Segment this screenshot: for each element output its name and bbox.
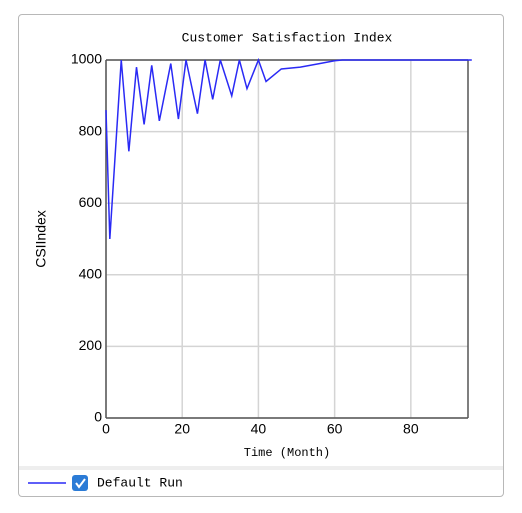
y-tick-label: 600 <box>79 194 103 210</box>
legend-label: Default Run <box>97 475 183 490</box>
x-tick-label: 60 <box>327 421 343 437</box>
x-tick-label: 80 <box>403 421 419 437</box>
checkmark <box>75 478 86 489</box>
y-tick-label: 800 <box>79 122 103 138</box>
x-axis-label: Time (Month) <box>244 446 330 460</box>
series-line <box>105 57 472 240</box>
plot-area <box>105 57 472 419</box>
x-tick-label: 0 <box>102 421 110 437</box>
y-axis-label: CSIIndex <box>33 210 49 268</box>
y-tick-label: 1000 <box>71 51 102 67</box>
x-tick-label: 40 <box>251 421 267 437</box>
y-tick-label: 0 <box>94 409 102 425</box>
chart-frame <box>18 14 504 497</box>
chart-title: Customer Satisfaction Index <box>182 30 393 45</box>
legend-checkbox[interactable] <box>72 475 88 491</box>
y-tick-label: 200 <box>79 337 103 353</box>
legend: Default Run <box>28 475 183 491</box>
legend-separator <box>19 466 503 470</box>
y-tick-label: 400 <box>79 266 103 282</box>
x-tick-label: 20 <box>174 421 190 437</box>
